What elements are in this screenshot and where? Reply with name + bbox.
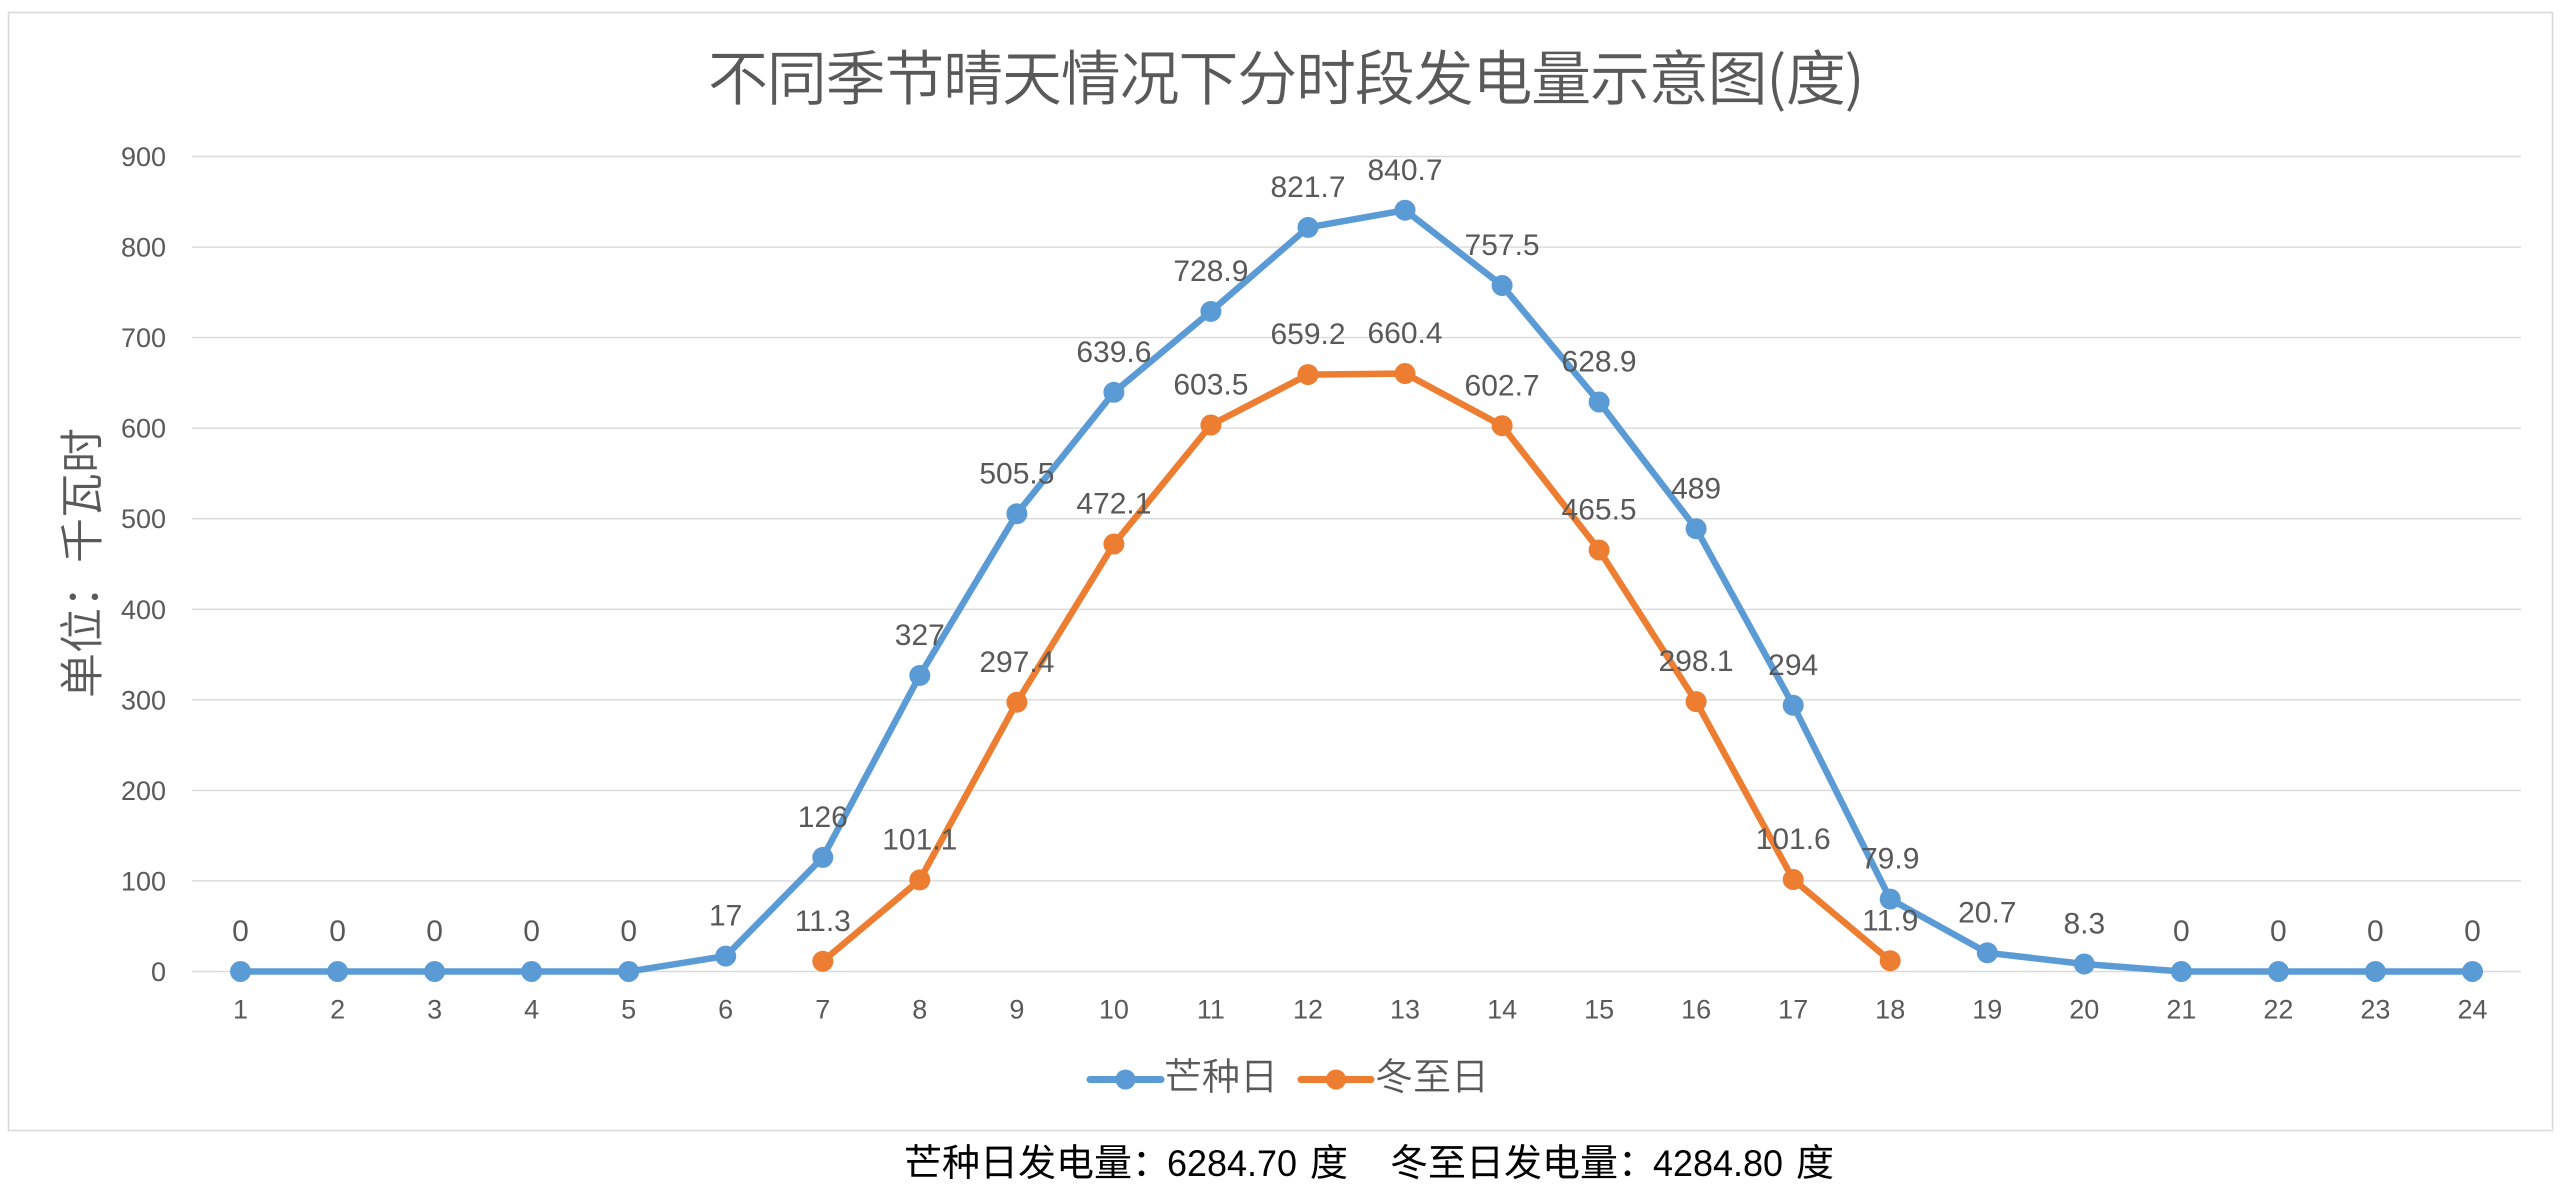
svg-text:603.5: 603.5 [1173, 369, 1248, 402]
svg-text:23: 23 [2360, 995, 2390, 1025]
svg-text:800: 800 [121, 233, 166, 263]
svg-text:821.7: 821.7 [1270, 171, 1345, 204]
svg-text:13: 13 [1390, 995, 1420, 1025]
svg-text:12: 12 [1293, 995, 1323, 1025]
svg-text:472.1: 472.1 [1076, 488, 1151, 521]
svg-text:19: 19 [1972, 995, 2002, 1025]
svg-text:100: 100 [121, 866, 166, 896]
svg-text:700: 700 [121, 323, 166, 353]
svg-text:0: 0 [2367, 915, 2384, 948]
svg-text:8: 8 [912, 995, 927, 1025]
svg-text:14: 14 [1487, 995, 1517, 1025]
svg-text:297.4: 297.4 [979, 646, 1054, 679]
svg-text:22: 22 [2263, 995, 2293, 1025]
svg-text:600: 600 [121, 414, 166, 444]
svg-text:20: 20 [2069, 995, 2099, 1025]
svg-text:659.2: 659.2 [1270, 318, 1345, 351]
svg-text:400: 400 [121, 595, 166, 625]
svg-text:294: 294 [1768, 649, 1818, 682]
svg-text:101.1: 101.1 [882, 824, 957, 857]
svg-text:900: 900 [121, 142, 166, 172]
svg-text:4: 4 [524, 995, 539, 1025]
svg-text:0: 0 [2464, 915, 2481, 948]
svg-text:11.9: 11.9 [1862, 904, 1918, 937]
svg-text:465.5: 465.5 [1562, 494, 1637, 527]
svg-text:18: 18 [1875, 995, 1905, 1025]
svg-text:6284.70: 6284.70 [1167, 1143, 1297, 1184]
svg-text:327: 327 [895, 619, 945, 652]
svg-text:20.7: 20.7 [1958, 896, 2016, 929]
svg-text:17: 17 [1778, 995, 1808, 1025]
svg-text:16: 16 [1681, 995, 1711, 1025]
svg-text:0: 0 [2173, 915, 2190, 948]
svg-text:1: 1 [233, 995, 248, 1025]
svg-text:500: 500 [121, 504, 166, 534]
svg-text:6: 6 [718, 995, 733, 1025]
svg-text:126: 126 [798, 801, 848, 834]
svg-text:639.6: 639.6 [1076, 336, 1151, 369]
svg-text:10: 10 [1099, 995, 1129, 1025]
svg-text:300: 300 [121, 685, 166, 715]
svg-text:8.3: 8.3 [2063, 908, 2105, 941]
svg-text:200: 200 [121, 776, 166, 806]
svg-text:4284.80: 4284.80 [1653, 1143, 1783, 1184]
svg-text:17: 17 [709, 900, 742, 933]
svg-text:660.4: 660.4 [1367, 317, 1442, 350]
svg-text:11.3: 11.3 [795, 905, 851, 938]
svg-text:840.7: 840.7 [1367, 154, 1442, 187]
svg-text:101.6: 101.6 [1756, 823, 1831, 856]
svg-text:0: 0 [232, 915, 249, 948]
svg-text:3: 3 [427, 995, 442, 1025]
svg-text:0: 0 [426, 915, 443, 948]
svg-text:24: 24 [2457, 995, 2487, 1025]
svg-text:0: 0 [523, 915, 540, 948]
svg-text:628.9: 628.9 [1562, 346, 1637, 379]
svg-text:2: 2 [330, 995, 345, 1025]
svg-text:21: 21 [2166, 995, 2196, 1025]
svg-text:11: 11 [1197, 995, 1225, 1025]
svg-text:505.5: 505.5 [979, 457, 1054, 490]
svg-text:489: 489 [1671, 472, 1721, 505]
svg-text:0: 0 [620, 915, 637, 948]
svg-text:0: 0 [2270, 915, 2287, 948]
svg-text:602.7: 602.7 [1465, 369, 1540, 402]
svg-text:79.9: 79.9 [1861, 843, 1919, 876]
svg-text:728.9: 728.9 [1173, 255, 1248, 288]
svg-text:0: 0 [329, 915, 346, 948]
svg-text:15: 15 [1584, 995, 1614, 1025]
svg-text:757.5: 757.5 [1465, 229, 1540, 262]
svg-text:0: 0 [151, 957, 166, 987]
svg-text:7: 7 [815, 995, 830, 1025]
svg-text:5: 5 [621, 995, 636, 1025]
svg-text:9: 9 [1009, 995, 1024, 1025]
svg-text:298.1: 298.1 [1659, 645, 1734, 678]
